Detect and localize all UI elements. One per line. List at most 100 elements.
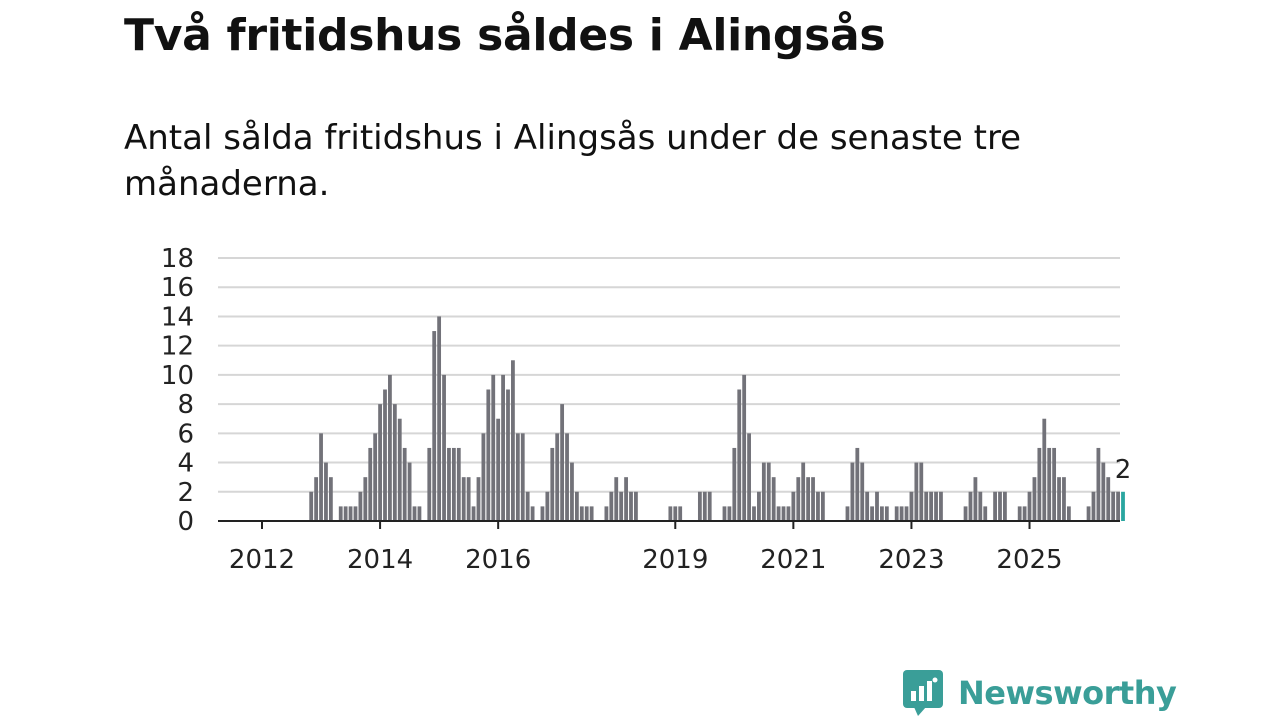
- bar: [909, 491, 914, 521]
- y-tick-label: 16: [161, 273, 194, 303]
- bar: [1101, 462, 1106, 521]
- bar: [397, 418, 402, 521]
- bar: [983, 506, 988, 521]
- x-tick-label: 2019: [642, 545, 708, 575]
- bar: [520, 433, 525, 521]
- bar: [545, 491, 550, 521]
- bar: [732, 447, 737, 521]
- bar: [697, 491, 702, 521]
- bar: [437, 316, 442, 521]
- x-tick-label: 2025: [996, 545, 1062, 575]
- bar: [919, 462, 924, 521]
- bar: [629, 491, 633, 521]
- bar: [363, 477, 368, 521]
- bar: [451, 447, 456, 521]
- bar: [742, 374, 747, 521]
- bar: [801, 462, 806, 521]
- bar: [328, 477, 333, 521]
- bar: [402, 447, 407, 521]
- data-label: 2: [1115, 455, 1132, 485]
- bar: [1052, 447, 1057, 521]
- bar: [668, 506, 673, 521]
- bar: [515, 433, 520, 521]
- bar: [929, 491, 934, 521]
- bar: [722, 506, 727, 521]
- bar: [1066, 506, 1071, 521]
- bar: [407, 462, 412, 521]
- bar: [702, 491, 707, 521]
- bar: [634, 491, 638, 521]
- bar: [417, 506, 422, 521]
- bar: [737, 389, 742, 521]
- bar: [604, 506, 609, 521]
- bar: [850, 462, 855, 521]
- bar: [727, 506, 732, 521]
- y-tick-label: 18: [161, 244, 194, 274]
- x-tick-label: 2016: [465, 545, 531, 575]
- bar: [491, 374, 496, 521]
- y-tick-label: 0: [177, 507, 194, 537]
- bar: [1096, 447, 1101, 521]
- bar: [924, 491, 929, 521]
- bar: [324, 462, 328, 521]
- bar: [501, 374, 505, 521]
- bar: [353, 506, 358, 521]
- brand-name: Newsworthy: [958, 674, 1177, 712]
- bar: [993, 491, 997, 521]
- bar: [609, 491, 614, 521]
- bar: [968, 491, 973, 521]
- bar: [816, 491, 820, 521]
- bar: [855, 447, 860, 521]
- bar: [776, 506, 781, 521]
- bar: [1037, 447, 1042, 521]
- x-tick-label: 2014: [347, 545, 413, 575]
- bar: [811, 477, 815, 521]
- bar: [456, 447, 461, 521]
- bar: [1003, 491, 1007, 521]
- bar: [899, 506, 904, 521]
- bar: [368, 447, 373, 521]
- bar: [1106, 477, 1111, 521]
- bar: [1111, 491, 1116, 521]
- y-tick-label: 12: [161, 332, 194, 362]
- bar: [845, 506, 850, 521]
- y-tick-label: 6: [177, 419, 194, 449]
- bar: [1062, 477, 1066, 521]
- bar: [570, 462, 574, 521]
- y-tick-label: 4: [177, 449, 194, 479]
- bar: [1086, 506, 1091, 521]
- newsworthy-logo: Newsworthy: [902, 668, 1177, 718]
- bar: [1042, 418, 1047, 521]
- bar: [904, 506, 909, 521]
- bar: [796, 477, 801, 521]
- bar: [786, 506, 791, 521]
- bar: [461, 477, 466, 521]
- bar: [1032, 477, 1037, 521]
- bar: [1116, 491, 1120, 521]
- bar: [574, 491, 579, 521]
- bar: [1047, 447, 1052, 521]
- bar: [766, 462, 771, 521]
- bar: [383, 389, 387, 521]
- bar: [1091, 491, 1096, 521]
- bar: [540, 506, 545, 521]
- bar: [314, 477, 319, 521]
- bar: [914, 462, 919, 521]
- bar: [865, 491, 870, 521]
- bar: [934, 491, 938, 521]
- y-tick-label: 14: [161, 302, 194, 332]
- bar: [589, 506, 594, 521]
- bar: [752, 506, 756, 521]
- bar: [432, 331, 437, 521]
- bar: [466, 477, 471, 521]
- bar: [447, 447, 451, 521]
- bar: [392, 404, 397, 521]
- bar: [506, 389, 510, 521]
- bar: [894, 506, 899, 521]
- bar: [412, 506, 417, 521]
- bar: [343, 506, 348, 521]
- bar: [358, 491, 363, 521]
- bar: [427, 447, 432, 521]
- bar: [781, 506, 786, 521]
